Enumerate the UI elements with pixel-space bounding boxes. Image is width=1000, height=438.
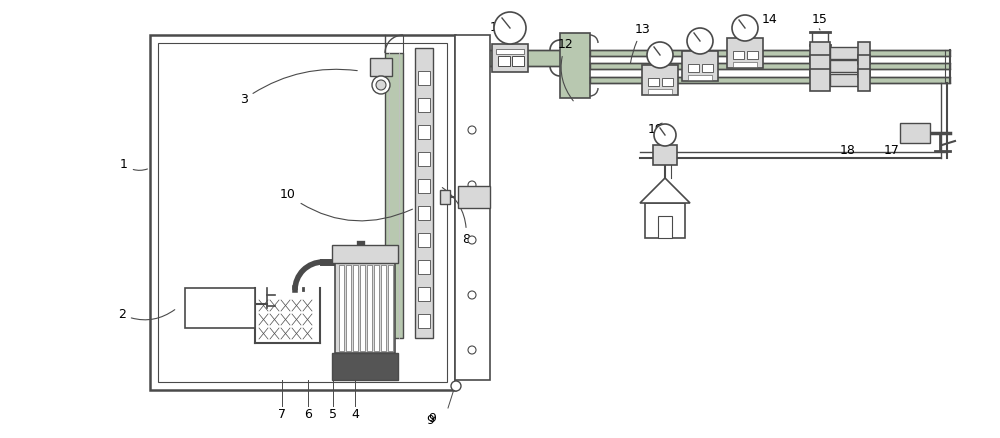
Circle shape (654, 124, 676, 146)
Bar (332, 353, 398, 380)
Bar (440, 190, 450, 204)
Text: 9: 9 (426, 413, 434, 427)
Circle shape (451, 381, 461, 391)
Bar (381, 265, 386, 351)
Bar (830, 60, 860, 72)
Circle shape (468, 181, 476, 189)
Bar (642, 65, 678, 95)
Bar (418, 98, 430, 112)
Bar (733, 51, 744, 59)
Bar (512, 56, 524, 66)
Bar (590, 63, 950, 69)
Bar (418, 260, 430, 274)
Text: 13: 13 (630, 23, 651, 63)
Bar (858, 69, 870, 91)
Text: 11: 11 (490, 13, 507, 34)
Text: 8: 8 (442, 187, 470, 246)
Text: 12: 12 (558, 38, 574, 101)
Bar (353, 265, 358, 351)
Bar (645, 203, 685, 238)
Bar (747, 51, 758, 59)
Circle shape (468, 126, 476, 134)
Text: 4: 4 (351, 409, 359, 421)
Circle shape (376, 80, 386, 90)
Bar (346, 265, 351, 351)
Bar (418, 71, 430, 85)
Bar (388, 265, 393, 351)
Bar (150, 35, 455, 390)
Bar (688, 64, 699, 72)
Bar (496, 49, 524, 54)
Bar (455, 35, 490, 380)
Text: 19: 19 (648, 123, 664, 136)
Bar (590, 77, 950, 83)
Circle shape (468, 346, 476, 354)
Bar (648, 78, 659, 86)
Bar (458, 186, 490, 208)
Text: 17: 17 (884, 144, 900, 156)
Bar (455, 50, 565, 66)
Text: 7: 7 (278, 409, 286, 421)
Bar (560, 33, 590, 98)
Bar (332, 245, 398, 263)
Bar (688, 75, 712, 80)
Bar (418, 287, 430, 301)
Bar (360, 265, 365, 351)
Bar (727, 38, 763, 68)
Text: 1: 1 (120, 158, 147, 171)
Bar (185, 288, 255, 328)
Bar (492, 44, 528, 72)
Bar (810, 55, 830, 77)
Bar (900, 123, 930, 143)
Bar (702, 64, 713, 72)
Bar (682, 51, 718, 81)
Text: 3: 3 (240, 69, 357, 106)
Polygon shape (640, 178, 690, 203)
Circle shape (494, 12, 526, 44)
Bar (662, 78, 673, 86)
Bar (418, 233, 430, 247)
Bar (590, 50, 950, 56)
Bar (658, 216, 672, 238)
Bar (653, 145, 677, 165)
Text: 15: 15 (812, 13, 828, 30)
Circle shape (732, 15, 758, 41)
Text: 2: 2 (118, 308, 175, 321)
Bar (810, 42, 830, 64)
Bar (648, 89, 672, 94)
Text: 6: 6 (304, 409, 312, 421)
Bar (830, 47, 860, 59)
Bar (415, 48, 433, 338)
Bar (158, 43, 447, 382)
Bar (374, 265, 379, 351)
Bar (830, 74, 860, 86)
Text: 14: 14 (748, 13, 778, 30)
Bar (418, 179, 430, 193)
Bar (339, 265, 344, 351)
Bar (370, 58, 392, 76)
Bar (418, 125, 430, 139)
Text: 10: 10 (280, 188, 412, 221)
Bar (858, 42, 870, 64)
Bar (810, 69, 830, 91)
Bar (385, 53, 403, 338)
Text: 18: 18 (840, 144, 856, 156)
Bar (367, 265, 372, 351)
Text: 5: 5 (329, 409, 337, 421)
Circle shape (468, 291, 476, 299)
Bar (498, 56, 510, 66)
Circle shape (372, 76, 390, 94)
Bar (418, 206, 430, 220)
Bar (418, 314, 430, 328)
Circle shape (647, 42, 673, 68)
Bar (418, 152, 430, 166)
Bar (335, 263, 395, 353)
Bar (858, 55, 870, 77)
Text: 9: 9 (428, 411, 436, 424)
Circle shape (468, 236, 476, 244)
Circle shape (687, 28, 713, 54)
Bar (733, 62, 757, 67)
